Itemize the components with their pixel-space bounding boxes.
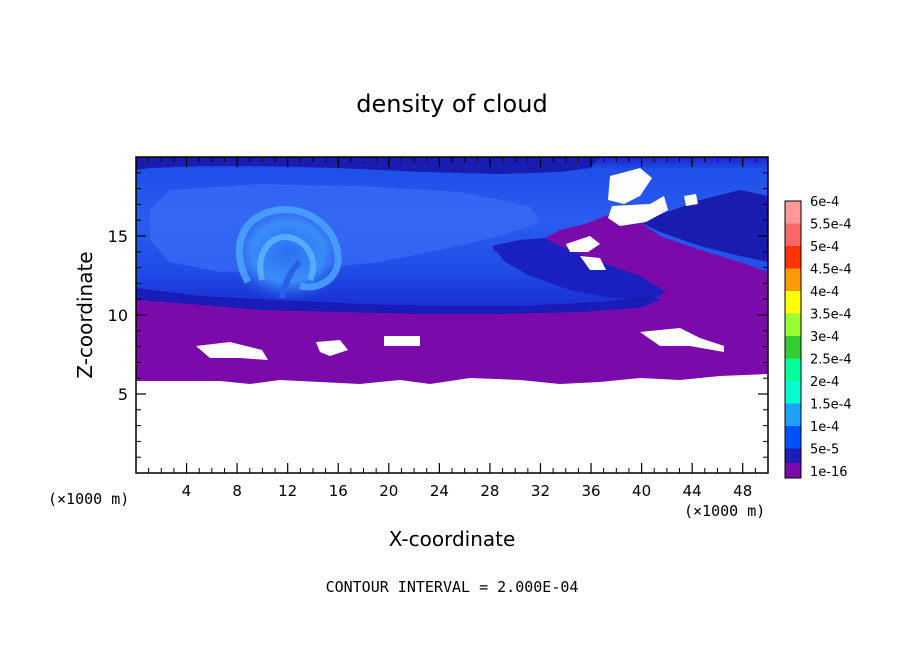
colorbar-swatch bbox=[785, 246, 801, 269]
vortex-stem bbox=[279, 259, 302, 299]
x-axis-unit: (×1000 m) bbox=[684, 502, 765, 520]
colorbar-swatch bbox=[785, 336, 801, 359]
gap-upper-5 bbox=[684, 194, 698, 206]
x-tick-label: 32 bbox=[531, 482, 550, 500]
colorbar-label: 1e-16 bbox=[810, 465, 848, 480]
dark-lower-edge bbox=[136, 288, 660, 314]
colorbar-label: 4e-4 bbox=[810, 285, 839, 300]
colorbar-label: 5e-4 bbox=[810, 240, 839, 255]
y-tick-label: 15 bbox=[108, 227, 128, 246]
contour-interval-note: CONTOUR INTERVAL = 2.000E-04 bbox=[326, 578, 579, 596]
x-tick-label: 4 bbox=[182, 482, 192, 500]
colorbar-label: 3.5e-4 bbox=[810, 308, 852, 323]
x-tick-label: 48 bbox=[733, 482, 752, 500]
colorbar-label: 4.5e-4 bbox=[810, 263, 852, 278]
colorbar-swatch bbox=[785, 426, 801, 449]
colorbar-swatch bbox=[785, 291, 801, 314]
vortex bbox=[228, 202, 348, 302]
vortex-inner-arc bbox=[257, 234, 317, 282]
x-axis: 4 8 12 16 20 24 28 32 36 40 44 48 bbox=[148, 157, 756, 500]
colorbar: 6e-4 5.5e-4 5e-4 4.5e-4 4e-4 3.5e-4 3e-4 2.5e-4… bbox=[784, 195, 852, 480]
x-axis-title: X-coordinate bbox=[389, 527, 516, 551]
x-tick-label: 24 bbox=[430, 482, 449, 500]
heatmap-field bbox=[136, 157, 768, 473]
colorbar-swatch bbox=[785, 201, 801, 224]
chart-title: density of cloud bbox=[356, 90, 547, 118]
y-axis: 5 10 15 bbox=[108, 172, 768, 458]
dark-tongue bbox=[492, 238, 666, 300]
x-tick-label: 20 bbox=[379, 482, 398, 500]
gap-upper-1 bbox=[608, 168, 652, 204]
colorbar-label: 2.5e-4 bbox=[810, 353, 852, 368]
x-tick-label: 36 bbox=[581, 482, 600, 500]
y-tick-label: 10 bbox=[108, 306, 128, 325]
colorbar-label: 1e-4 bbox=[810, 420, 839, 435]
gap-mid-1 bbox=[316, 340, 348, 356]
x-tick-label: 40 bbox=[632, 482, 651, 500]
colorbar-frame bbox=[784, 200, 802, 479]
y-tick-label: 5 bbox=[118, 385, 128, 404]
colorbar-label: 6e-4 bbox=[810, 195, 839, 210]
gap-right-1 bbox=[640, 328, 724, 352]
colorbar-swatch bbox=[785, 403, 801, 426]
colorbar-label: 3e-4 bbox=[810, 330, 839, 345]
y-axis-title: Z-coordinate bbox=[73, 251, 97, 378]
y-axis-unit: (×1000 m) bbox=[48, 490, 129, 508]
colorbar-label: 1.5e-4 bbox=[810, 398, 852, 413]
x-tick-label: 16 bbox=[329, 482, 348, 500]
colorbar-swatch bbox=[785, 223, 801, 246]
colorbar-swatch bbox=[785, 358, 801, 381]
no-data-region bbox=[136, 374, 768, 473]
colorbar-swatch-lowest bbox=[785, 463, 801, 478]
x-tick-label: 44 bbox=[683, 482, 702, 500]
colorbar-swatch bbox=[785, 313, 801, 336]
x-tick-label: 28 bbox=[480, 482, 499, 500]
colorbar-swatch bbox=[785, 268, 801, 291]
x-tick-label: 8 bbox=[232, 482, 242, 500]
colorbar-label: 2e-4 bbox=[810, 375, 839, 390]
gap-upper-3 bbox=[566, 236, 600, 252]
gap-upper-4 bbox=[580, 256, 606, 270]
x-tick-label: 12 bbox=[278, 482, 297, 500]
colorbar-label: 5.5e-4 bbox=[810, 218, 852, 233]
colorbar-swatch bbox=[785, 381, 801, 404]
gap-left bbox=[196, 342, 268, 360]
gap-mid-2 bbox=[384, 336, 420, 346]
dark-band-right bbox=[640, 190, 768, 262]
vortex-arc bbox=[235, 206, 342, 291]
colorbar-label: 5e-5 bbox=[810, 443, 839, 458]
gap-upper-2 bbox=[608, 196, 668, 226]
dark-rim bbox=[136, 157, 600, 174]
